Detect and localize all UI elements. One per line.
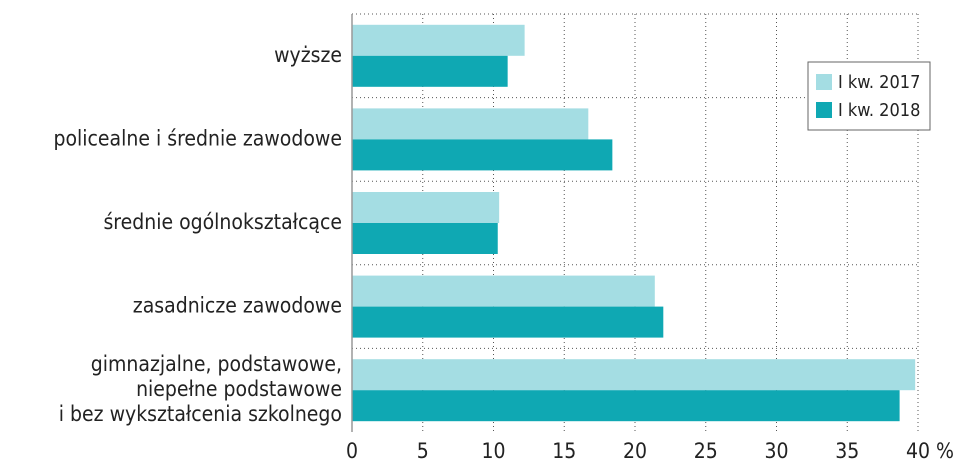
- x-tick-label: 25: [694, 439, 718, 463]
- legend-label: I kw. 2017: [838, 72, 920, 93]
- bar: [352, 192, 500, 223]
- bar: [352, 108, 589, 140]
- bar: [352, 306, 664, 338]
- bar: [352, 139, 613, 171]
- y-tick-label-line: niepełne podstawowe: [136, 377, 342, 401]
- x-tick-label: 30: [764, 439, 788, 463]
- bar: [352, 359, 916, 391]
- y-tick-label: średnie ogólnokształcące: [103, 210, 342, 234]
- legend-swatch: [816, 74, 832, 90]
- y-tick-label: zasadnicze zawodowe: [133, 294, 342, 318]
- x-tick-label: 35: [835, 439, 859, 463]
- y-tick-label: wyższe: [274, 43, 342, 67]
- x-tick-label: 0: [346, 439, 358, 463]
- bar: [352, 223, 498, 254]
- bar: [352, 24, 525, 56]
- y-tick-label-line: i bez wykształcenia szkolnego: [59, 402, 342, 426]
- legend-box: [807, 61, 931, 131]
- x-tick-label: 5: [417, 439, 429, 463]
- bar: [352, 275, 655, 307]
- y-tick-label-line: gimnazjalne, podstawowe,: [91, 352, 342, 376]
- x-tick-label: 20: [623, 439, 647, 463]
- legend-label: I kw. 2018: [838, 100, 920, 121]
- legend-swatch: [816, 102, 832, 118]
- bar: [352, 390, 900, 422]
- y-tick-label: policealne i średnie zawodowe: [53, 126, 342, 150]
- x-tick-label: 40 %: [906, 439, 954, 463]
- y-tick-label: gimnazjalne, podstawowe, niepełne podstaw…: [59, 352, 342, 426]
- x-tick-label: 10: [481, 439, 505, 463]
- x-tick-label: 15: [552, 439, 576, 463]
- bar: [352, 55, 508, 87]
